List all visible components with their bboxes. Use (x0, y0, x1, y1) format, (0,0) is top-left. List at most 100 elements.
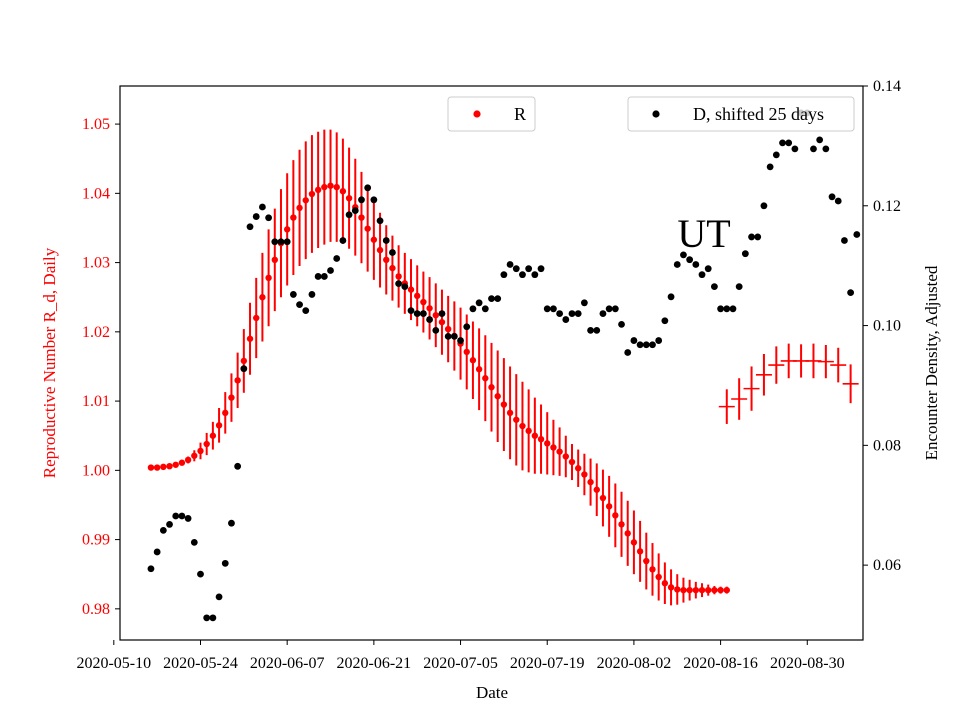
r-point (519, 422, 526, 430)
r-point (321, 183, 328, 191)
d-point (816, 136, 824, 144)
d-point (457, 337, 464, 344)
r-point (178, 459, 186, 466)
d-point (147, 565, 155, 573)
d-point (785, 139, 793, 147)
r-point (370, 236, 378, 243)
r-point (234, 377, 241, 384)
d-point (345, 211, 353, 219)
d-point (810, 145, 817, 153)
d-point (327, 267, 334, 274)
d-point (717, 305, 724, 313)
d-point (426, 316, 433, 323)
d-point (481, 305, 489, 313)
d-point (413, 310, 421, 317)
y-left-tick-label: 1.04 (82, 185, 110, 202)
d-point (587, 326, 594, 334)
d-point (655, 337, 663, 344)
d-point (519, 271, 526, 279)
r-point (581, 471, 588, 478)
y-left-tick-label: 1.02 (82, 324, 110, 341)
r-point (240, 357, 248, 365)
r-point (426, 305, 433, 312)
d-point (370, 196, 378, 204)
x-axis-ticks: 2020-05-10 2020-05-24 2020-06-07 2020-06-21… (76, 640, 845, 672)
y-right-tick-label: 0.14 (873, 78, 901, 95)
d-point (389, 249, 396, 256)
r-point (172, 461, 179, 468)
d-point (190, 538, 198, 546)
r-point (358, 214, 365, 221)
r-point (228, 394, 235, 401)
r-point (222, 409, 229, 417)
d-point (611, 305, 619, 313)
d-point (494, 295, 502, 303)
d-point (506, 261, 514, 268)
r-point (655, 573, 662, 581)
r-point (605, 503, 613, 510)
d-point (184, 515, 192, 522)
r-point (302, 197, 309, 204)
r-point (711, 586, 718, 594)
d-point (252, 213, 260, 220)
r-point (160, 463, 167, 471)
d-point (172, 512, 180, 520)
r-point (698, 586, 706, 594)
r-point (271, 256, 278, 264)
r-point (389, 264, 396, 272)
d-point (159, 526, 167, 534)
d-point (320, 273, 328, 280)
y-axis-left-label: Reproductive Number R_d, Daily (40, 247, 59, 478)
d-point (215, 593, 223, 601)
y-right-tick-label: 0.12 (873, 198, 901, 215)
x-tick-label: 2020-07-19 (510, 655, 585, 672)
r-point (537, 435, 545, 443)
r-point (568, 458, 576, 466)
y-right-tick-label: 0.08 (873, 437, 901, 454)
r-point (500, 401, 508, 408)
d-point (735, 283, 743, 291)
d-point (407, 307, 415, 314)
d-point (153, 548, 161, 556)
r-point (593, 486, 600, 493)
d-point (488, 295, 495, 303)
d-point (178, 512, 186, 520)
r-point (327, 182, 334, 189)
d-point (704, 265, 712, 273)
r-point (630, 539, 638, 546)
r-point (345, 194, 353, 202)
y-axis-right-label: Encounter Density, Adjusted (922, 265, 941, 460)
r-point (197, 447, 204, 455)
plot-frame (119, 85, 864, 641)
r-point (531, 432, 539, 439)
d-point (661, 317, 669, 325)
r-point (643, 557, 650, 565)
d-point (568, 310, 576, 317)
r-point (364, 225, 371, 232)
d-point (649, 341, 656, 349)
r-point (475, 366, 483, 373)
r-point (308, 190, 316, 198)
d-point (401, 283, 409, 291)
r-point (636, 548, 644, 555)
r-point (705, 586, 712, 594)
d-point (741, 250, 749, 258)
d-point (772, 151, 780, 159)
r-point (444, 325, 452, 333)
r-point (265, 274, 272, 282)
r-point (147, 464, 155, 471)
r-point (674, 586, 681, 593)
r-point (587, 478, 594, 486)
d-point (283, 238, 291, 246)
r-point (296, 204, 303, 212)
d-point (240, 365, 248, 373)
d-point (512, 265, 520, 273)
x-tick-label: 2020-05-24 (163, 655, 238, 672)
legend-r-box (447, 96, 536, 132)
d-point (754, 233, 762, 241)
d-point (475, 299, 483, 307)
y-axis-right-ticks: 0.06 0.08 0.10 0.12 0.14 (863, 78, 901, 574)
r-point (191, 452, 198, 459)
d-point (221, 559, 229, 567)
